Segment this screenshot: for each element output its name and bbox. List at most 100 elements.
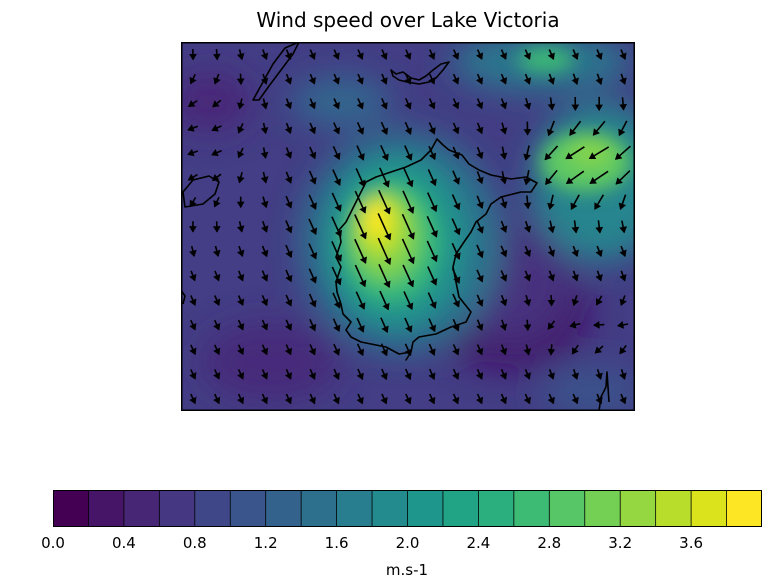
colorbar-frame bbox=[53, 490, 762, 527]
wind-arrow-head bbox=[211, 124, 219, 132]
wind-arrow-head bbox=[523, 372, 531, 380]
wind-arrow-head bbox=[593, 320, 600, 329]
wind-arrow-head bbox=[309, 276, 317, 284]
wind-arrow-head bbox=[260, 323, 269, 331]
wind-arrow-head bbox=[405, 325, 413, 333]
wind-arrow-head bbox=[380, 77, 388, 85]
wind-arrow-head bbox=[308, 52, 316, 60]
wind-arrow-head bbox=[545, 177, 553, 185]
wind-arrow-head bbox=[428, 324, 437, 333]
colorbar-tick-label: 2.8 bbox=[537, 534, 562, 552]
wind-arrow-head bbox=[189, 76, 197, 85]
wind-arrow-head bbox=[523, 77, 532, 85]
wind-arrow-head bbox=[476, 201, 484, 209]
wind-arrow-head bbox=[260, 176, 269, 184]
wind-arrow-head bbox=[236, 201, 245, 209]
wind-arrow-head bbox=[213, 249, 221, 258]
wind-arrow-head bbox=[285, 201, 293, 209]
wind-arrow-head bbox=[547, 348, 556, 356]
wind-arrow-head bbox=[500, 249, 508, 258]
wind-arrow-head bbox=[332, 372, 340, 381]
wind-arrow-head bbox=[619, 372, 627, 380]
wind-arrow-head bbox=[571, 372, 579, 380]
wind-arrow-head bbox=[309, 177, 317, 185]
map-title: Wind speed over Lake Victoria bbox=[256, 8, 560, 32]
wind-arrow-head bbox=[571, 298, 580, 307]
wind-arrow-head bbox=[213, 322, 221, 331]
wind-arrow-head bbox=[308, 396, 316, 405]
wind-arrow-head bbox=[594, 202, 602, 210]
coastline bbox=[181, 42, 610, 411]
wind-arrow-head bbox=[309, 202, 317, 210]
wind-arrow-head bbox=[523, 225, 532, 233]
wind-arrow-head bbox=[452, 101, 460, 110]
wind-arrow-head bbox=[523, 249, 532, 257]
wind-arrow-head bbox=[544, 152, 552, 161]
wind-arrow-head bbox=[499, 298, 508, 307]
wind-arrow-head bbox=[594, 346, 602, 354]
wind-arrow-head bbox=[381, 153, 389, 161]
wind-arrow-head bbox=[452, 396, 460, 405]
wind-arrow-head bbox=[475, 372, 484, 380]
wind-arrow-head bbox=[333, 348, 341, 356]
wind-arrow-head bbox=[333, 178, 341, 186]
wind-arrow-head bbox=[500, 201, 508, 209]
wind-arrow-head bbox=[523, 153, 531, 161]
wind-arrow-head bbox=[380, 348, 389, 357]
colorbar-bin bbox=[584, 490, 621, 527]
wind-arrow-head bbox=[308, 101, 316, 110]
colorbar-bin bbox=[123, 490, 160, 527]
wind-arrow-head bbox=[547, 249, 555, 258]
wind-arrow-head bbox=[260, 372, 268, 380]
wind-arrow-head bbox=[212, 100, 220, 108]
wind-arrow-head bbox=[381, 325, 389, 333]
wind-arrow-head bbox=[284, 372, 293, 380]
wind-arrow-head bbox=[406, 179, 414, 188]
wind-arrow-head bbox=[571, 249, 579, 258]
wind-arrow-head bbox=[359, 279, 367, 288]
wind-arrow-head bbox=[332, 52, 340, 60]
wind-arrow-head bbox=[189, 298, 197, 307]
wind-arrow-head bbox=[189, 396, 197, 405]
wind-arrow-head bbox=[476, 226, 484, 234]
wind-arrow-head bbox=[547, 226, 556, 234]
wind-arrow-head bbox=[499, 77, 508, 85]
wind-arrow-head bbox=[213, 372, 221, 380]
colorbar-bin bbox=[549, 490, 586, 527]
wind-arrow-head bbox=[499, 372, 508, 380]
wind-arrow-head bbox=[523, 52, 531, 60]
wind-arrow-head bbox=[499, 323, 508, 331]
wind-arrow-head bbox=[595, 274, 603, 282]
wind-arrow-head bbox=[452, 126, 460, 135]
wind-arrow-head bbox=[428, 127, 436, 135]
colorbar-tick-label: 2.0 bbox=[395, 534, 420, 552]
wind-arrow-head bbox=[332, 101, 340, 110]
wind-arrow-head bbox=[359, 256, 367, 264]
wind-arrow-head bbox=[284, 101, 293, 110]
wind-arrow-head bbox=[569, 128, 577, 136]
colorbar-bin bbox=[194, 490, 231, 527]
wind-arrow-head bbox=[476, 176, 484, 185]
wind-arrow-head bbox=[236, 249, 245, 258]
wind-arrow-head bbox=[382, 180, 390, 188]
wind-arrow-head bbox=[595, 104, 603, 112]
wind-arrow-head bbox=[453, 276, 461, 284]
colorbar-bin bbox=[53, 490, 89, 527]
wind-arrow-head bbox=[595, 226, 604, 234]
wind-arrow-head bbox=[404, 52, 412, 60]
western-lake-shoreline bbox=[182, 175, 220, 208]
wind-arrow-head bbox=[237, 102, 245, 110]
wind-arrow-head bbox=[619, 346, 627, 355]
colorbar-bin bbox=[372, 490, 408, 527]
wind-arrow-head bbox=[309, 252, 318, 260]
wind-arrow-head bbox=[333, 152, 341, 160]
wind-arrow-head bbox=[405, 153, 413, 161]
wind-arrow-head bbox=[499, 396, 508, 405]
wind-arrow-head bbox=[260, 200, 269, 209]
lake-victoria-shoreline bbox=[335, 138, 538, 361]
wind-arrow-head bbox=[619, 77, 627, 85]
wind-arrow-head bbox=[547, 202, 555, 210]
wind-arrow-head bbox=[452, 300, 461, 308]
wind-arrow-head bbox=[592, 128, 600, 136]
wind-arrow-head bbox=[571, 104, 580, 111]
